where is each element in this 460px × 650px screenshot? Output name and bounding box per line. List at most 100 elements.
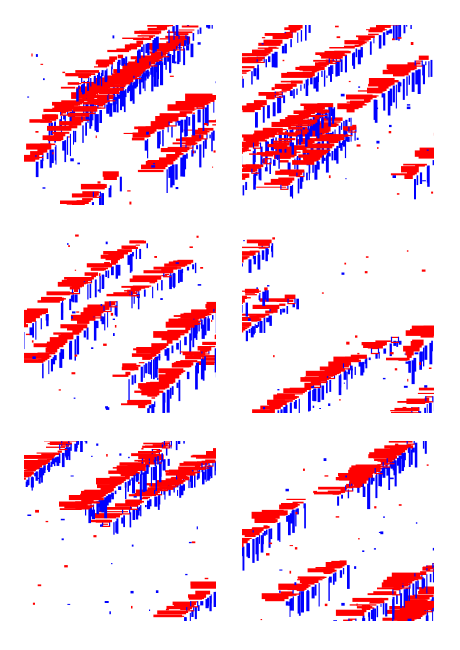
blue-drip	[298, 154, 301, 164]
speck	[90, 111, 94, 113]
red-streak	[346, 107, 355, 113]
red-streak	[264, 47, 273, 52]
blue-drip	[156, 356, 159, 369]
speck	[67, 603, 71, 605]
red-streak	[300, 103, 327, 106]
blue-drip	[74, 130, 77, 143]
speck	[114, 325, 117, 328]
blue-loop-edge	[432, 396, 434, 403]
speck	[264, 287, 268, 291]
blue-drip	[56, 456, 60, 466]
red-loop-edge	[319, 114, 328, 117]
blue-loop-edge	[319, 109, 321, 116]
speck	[345, 178, 347, 180]
blue-drip	[211, 25, 213, 29]
red-streak	[404, 600, 434, 608]
blue-drip	[416, 175, 419, 186]
red-streak	[135, 57, 160, 62]
blue-drip	[214, 348, 216, 373]
red-loop-edge	[263, 163, 272, 165]
red-streak	[188, 596, 205, 600]
blue-drip	[141, 46, 143, 52]
red-streak	[309, 151, 327, 155]
red-streak	[178, 610, 189, 613]
blue-drip	[411, 72, 415, 92]
blue-drip	[67, 444, 69, 449]
blue-drip	[374, 99, 378, 123]
blue-drip	[289, 90, 293, 96]
blue-drip	[76, 441, 78, 449]
blue-drip	[245, 330, 248, 342]
red-loop-edge	[284, 36, 293, 39]
red-streak	[399, 69, 411, 73]
blue-loop-edge	[193, 605, 195, 612]
blue-drip	[107, 101, 110, 105]
red-streak	[242, 69, 251, 72]
red-streak	[382, 69, 407, 75]
blue-drip	[150, 68, 153, 75]
red-streak	[24, 355, 52, 358]
blue-drip	[308, 170, 310, 181]
blue-drip	[178, 269, 180, 284]
red-streak	[242, 70, 249, 72]
blue-drip	[166, 169, 168, 193]
blue-drip	[342, 139, 346, 147]
red-streak	[82, 191, 99, 196]
pattern-panel-2	[242, 25, 434, 205]
blue-drip	[193, 330, 196, 339]
blue-drip	[290, 39, 292, 48]
blue-drip	[292, 509, 295, 533]
blue-drip	[389, 88, 393, 106]
red-streak	[124, 44, 142, 47]
blue-drip	[386, 30, 389, 35]
speck	[154, 357, 156, 360]
red-streak	[418, 602, 434, 605]
blue-drip	[175, 25, 179, 36]
blue-drip	[163, 57, 166, 65]
red-streak	[242, 246, 264, 249]
blue-drip	[252, 538, 255, 563]
blue-loop-edge	[287, 298, 289, 304]
blue-drip	[202, 359, 205, 381]
blue-drip	[296, 298, 299, 310]
blue-drip	[273, 159, 276, 166]
red-streak	[123, 246, 138, 249]
blue-drip	[180, 121, 182, 148]
blue-drip	[78, 85, 80, 90]
red-streak	[299, 578, 319, 583]
red-streak	[278, 510, 288, 515]
red-streak	[249, 250, 260, 253]
blue-drip	[154, 457, 157, 467]
red-loop-edge	[163, 276, 172, 278]
speck	[27, 514, 32, 516]
blue-loop-edge	[170, 271, 172, 278]
blue-drip	[138, 49, 141, 59]
red-loop-edge	[109, 306, 118, 308]
red-streak	[183, 102, 211, 104]
blue-drip	[143, 44, 145, 58]
blue-drip	[305, 134, 308, 147]
speck	[432, 547, 434, 551]
red-streak	[418, 55, 429, 60]
blue-drip	[251, 326, 255, 335]
red-streak	[416, 587, 434, 589]
red-streak	[242, 151, 243, 154]
blue-drip	[429, 342, 433, 365]
blue-drip	[183, 441, 185, 444]
blue-drip	[212, 315, 214, 320]
blue-drip	[124, 482, 127, 488]
speck	[260, 619, 263, 621]
blue-drip	[197, 605, 200, 611]
blue-drip	[339, 570, 343, 578]
red-streak	[183, 461, 214, 464]
red-streak	[120, 473, 136, 477]
red-streak	[135, 133, 151, 137]
red-streak	[81, 112, 96, 115]
blue-drip	[189, 333, 192, 353]
blue-drip	[333, 107, 336, 120]
red-loop-edge	[168, 125, 177, 127]
red-loop-edge	[83, 282, 92, 284]
blue-drip	[180, 485, 184, 496]
red-streak	[288, 594, 297, 596]
speck	[200, 267, 204, 269]
